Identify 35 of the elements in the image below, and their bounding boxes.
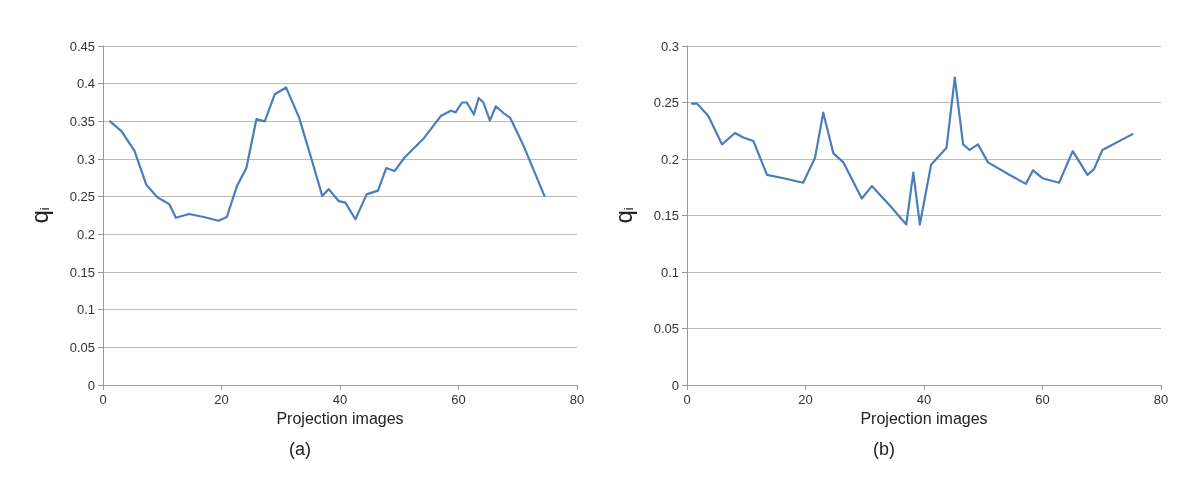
y-tick-label: 0.1 bbox=[76, 302, 95, 318]
text: (a) bbox=[289, 439, 311, 459]
y-tick-label: 0.35 bbox=[69, 113, 95, 129]
text: (b) bbox=[873, 439, 895, 459]
x-tick-label: 60 bbox=[1035, 392, 1050, 407]
x-tick-label: 40 bbox=[332, 392, 348, 407]
y-tick-label: 0.15 bbox=[653, 208, 679, 223]
y-axis-title: qi bbox=[609, 207, 637, 224]
x-tick-label: 40 bbox=[916, 392, 932, 407]
x-tick-label: 20 bbox=[214, 392, 229, 407]
x-axis-title: Projection images bbox=[276, 410, 404, 428]
y-tick-label: 0 bbox=[87, 377, 95, 393]
y-tick-label: 0.05 bbox=[69, 339, 95, 355]
y-axis-title: qi bbox=[25, 207, 53, 224]
x-axis-title: Projection images bbox=[860, 410, 988, 428]
y-tick-label: 0.25 bbox=[69, 189, 95, 205]
y-tick-label: 0.05 bbox=[653, 321, 679, 336]
x-tick-label: 20 bbox=[798, 392, 813, 407]
x-tick-label: 0 bbox=[99, 392, 107, 407]
y-tick-label: 0.2 bbox=[76, 226, 95, 242]
y-tick-label: 0.1 bbox=[660, 264, 679, 280]
y-tick-label: 0.3 bbox=[76, 151, 95, 167]
y-tick-label: 0.45 bbox=[69, 38, 95, 54]
y-tick-label: 0.3 bbox=[660, 38, 679, 54]
y-tick-label: 0.2 bbox=[660, 151, 679, 167]
y-tick-label: 0.25 bbox=[653, 95, 679, 110]
y-tick-label: 0.15 bbox=[69, 264, 95, 280]
x-tick-label: 0 bbox=[683, 392, 691, 407]
x-tick-label: 60 bbox=[451, 392, 466, 407]
x-tick-label: 80 bbox=[1153, 392, 1169, 407]
line-series bbox=[109, 86, 546, 222]
line-series bbox=[690, 76, 1134, 226]
y-tick-label: 0.4 bbox=[76, 76, 95, 92]
x-tick-label: 80 bbox=[569, 392, 585, 407]
y-tick-label: 0 bbox=[671, 377, 679, 393]
